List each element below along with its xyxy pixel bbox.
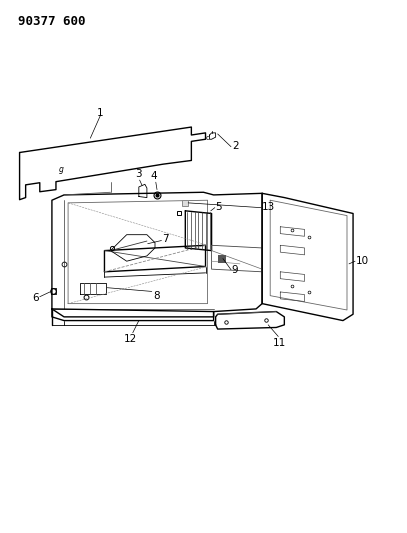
Text: 7: 7 xyxy=(162,235,169,245)
Text: 4: 4 xyxy=(151,171,158,181)
Text: 3: 3 xyxy=(136,169,142,179)
Text: 13: 13 xyxy=(262,201,276,212)
Text: c: c xyxy=(206,135,209,141)
Text: 6: 6 xyxy=(32,293,39,303)
Text: 90377 600: 90377 600 xyxy=(18,14,85,28)
Text: 11: 11 xyxy=(273,338,286,348)
Text: 2: 2 xyxy=(232,141,239,151)
Text: g: g xyxy=(59,165,63,174)
Text: 10: 10 xyxy=(356,256,370,266)
Text: 1: 1 xyxy=(97,108,104,118)
Text: 5: 5 xyxy=(216,201,222,212)
Text: 12: 12 xyxy=(124,334,138,344)
Text: 8: 8 xyxy=(153,291,160,301)
Text: 9: 9 xyxy=(232,265,239,274)
